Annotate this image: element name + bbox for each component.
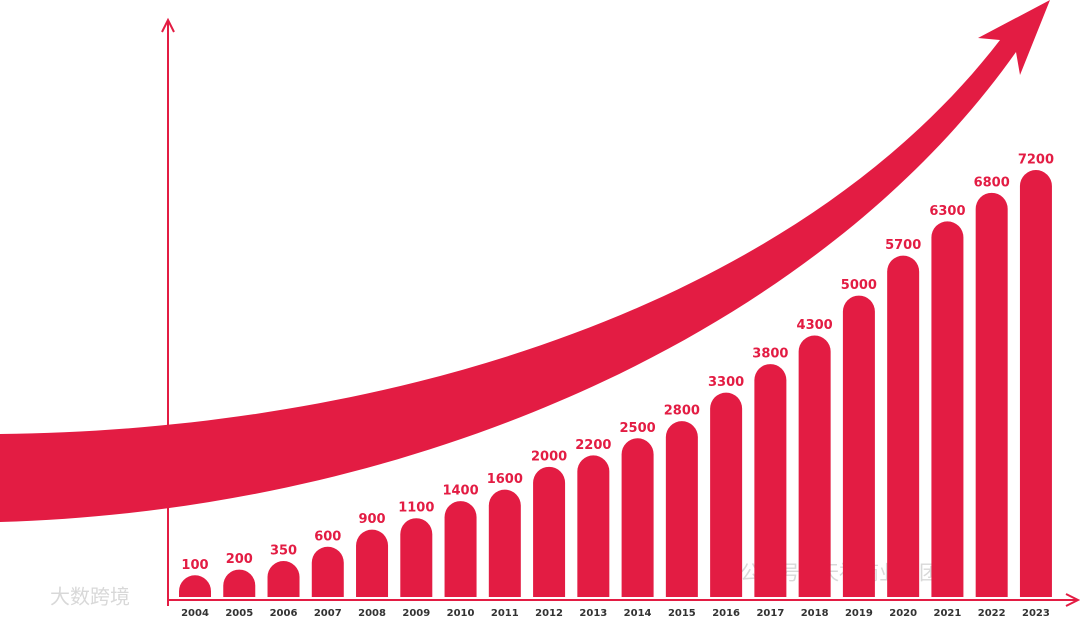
value-label: 100: [181, 558, 208, 573]
value-label: 2500: [620, 421, 656, 436]
x-tick-label: 2007: [314, 608, 342, 618]
y-axis-arrow: [161, 17, 175, 33]
value-label: 1600: [487, 472, 523, 487]
value-label: 900: [358, 512, 385, 527]
x-tick-label: 2019: [845, 608, 873, 618]
x-tick-label: 2008: [358, 608, 386, 618]
value-label: 7200: [1018, 153, 1054, 168]
bar: [577, 455, 610, 597]
x-tick-label: 2012: [535, 608, 563, 618]
x-tick-label: 2020: [889, 608, 917, 618]
x-tick-label: 2017: [756, 608, 784, 618]
value-label: 6300: [929, 204, 965, 219]
value-label: 2800: [664, 404, 700, 419]
bar: [267, 561, 300, 597]
value-label: 600: [314, 529, 341, 544]
x-tick-label: 2018: [801, 608, 829, 618]
value-label: 1100: [398, 501, 434, 516]
bar: [754, 364, 787, 597]
value-label: 4300: [797, 318, 833, 333]
x-tick-label: 2009: [402, 608, 430, 618]
value-label: 6800: [974, 175, 1010, 190]
value-label: 5000: [841, 278, 877, 293]
bar: [356, 529, 389, 597]
x-tick-label: 2006: [270, 608, 298, 618]
bar: [975, 192, 1008, 598]
x-tick-label: 2013: [579, 608, 607, 618]
bar: [621, 438, 654, 597]
x-tick-label: 2010: [447, 608, 475, 618]
x-tick-label: 2022: [978, 608, 1006, 618]
watermark: 大数跨境: [50, 585, 130, 609]
x-tick-label: 2021: [933, 608, 961, 618]
value-label: 3800: [752, 347, 788, 362]
x-axis-arrow: [1065, 593, 1080, 607]
value-label: 2000: [531, 449, 567, 464]
x-tick-label: 2005: [225, 608, 253, 618]
bar: [400, 518, 433, 597]
value-label: 3300: [708, 375, 744, 390]
bar: [179, 575, 211, 597]
bar: [444, 501, 477, 597]
x-tick-label: 2014: [624, 608, 652, 618]
bar: [842, 295, 875, 597]
value-label: 2200: [575, 438, 611, 453]
x-tick-label: 2016: [712, 608, 740, 618]
trend-arrow: [0, 0, 1050, 522]
value-label: 200: [226, 552, 253, 567]
bar: [665, 421, 698, 597]
x-tick-label: 2023: [1022, 608, 1050, 618]
x-tick-label: 2011: [491, 608, 519, 618]
bar: [311, 546, 344, 597]
bar: [710, 392, 743, 597]
value-label: 350: [270, 544, 297, 559]
bar: [488, 489, 521, 597]
bar: [798, 335, 831, 597]
bar: [1019, 170, 1052, 597]
bar: [931, 221, 964, 597]
bar: [533, 466, 566, 597]
value-label: 1400: [442, 484, 478, 499]
x-tick-label: 2015: [668, 608, 696, 618]
value-label: 5700: [885, 238, 921, 253]
x-tick-label: 2004: [181, 608, 209, 618]
bar: [887, 255, 920, 597]
bar: [223, 569, 256, 597]
